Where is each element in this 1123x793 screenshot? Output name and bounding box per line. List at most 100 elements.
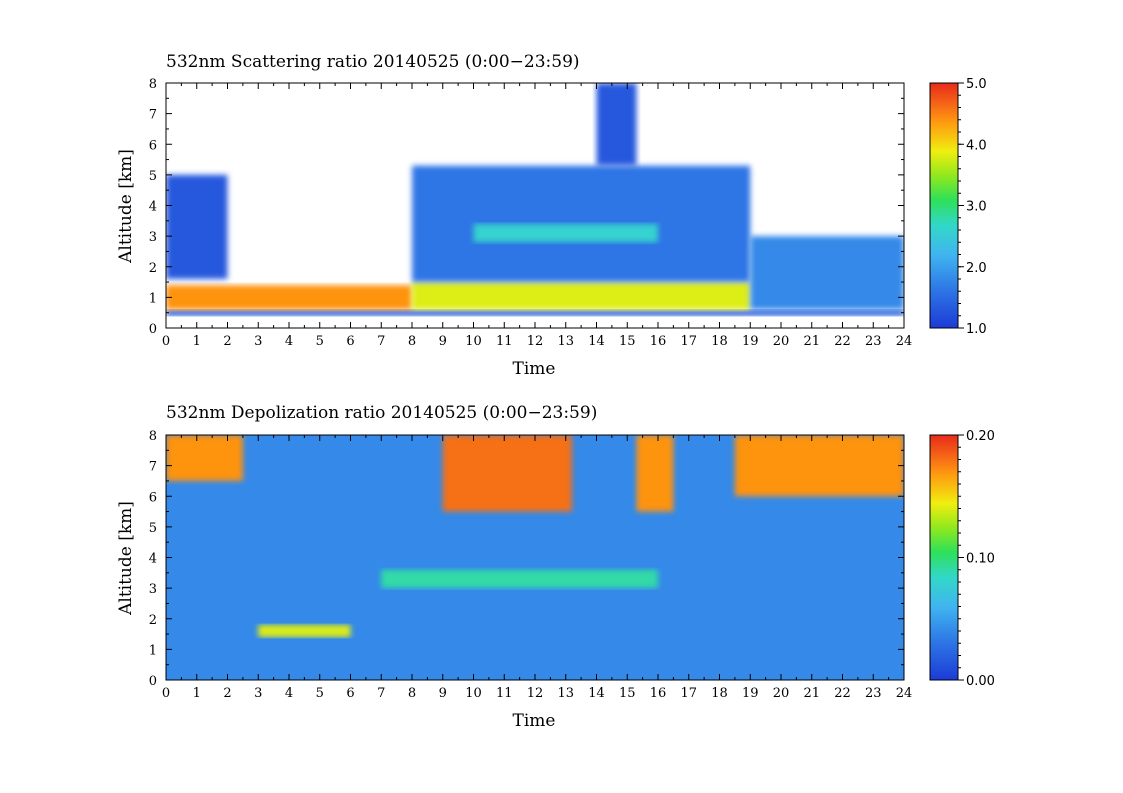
x-tick-label: 5 (316, 686, 324, 701)
x-tick-label: 18 (711, 686, 728, 701)
x-tick-label: 21 (803, 686, 820, 701)
x-tick-label: 0 (162, 334, 170, 349)
x-tick-label: 9 (439, 334, 447, 349)
heatmap-region (596, 83, 637, 166)
heatmap-region (166, 435, 243, 481)
x-tick-label: 20 (773, 334, 790, 349)
y-tick-label: 3 (149, 582, 157, 597)
x-tick-label: 1 (193, 334, 201, 349)
x-tick-label: 18 (711, 334, 728, 349)
x-tick-label: 20 (773, 686, 790, 701)
x-tick-label: 16 (650, 334, 667, 349)
y-axis-label: Altitude [km] (116, 501, 136, 616)
colorbar-tick-label: 0.10 (966, 552, 995, 567)
colorbar-ticks: 0.00 0.10 0.20 (958, 429, 995, 689)
x-tick-label: 17 (680, 686, 697, 701)
heatmap-region (412, 282, 751, 310)
x-tick-label: 21 (803, 334, 820, 349)
plot-area (166, 83, 904, 328)
y-tick-label: 4 (149, 552, 157, 567)
y-tick-label: 0 (149, 674, 157, 689)
x-tick-label: 10 (465, 334, 482, 349)
y-tick-label: 3 (149, 230, 157, 245)
y-tick-label: 1 (149, 643, 157, 658)
x-tick-label: 19 (742, 334, 759, 349)
colorbar-tick-label: 5.0 (966, 77, 987, 92)
x-tick-label: 12 (527, 334, 544, 349)
y-tick-label: 1 (149, 291, 157, 306)
x-tick-label: 19 (742, 686, 759, 701)
colorbar (929, 82, 959, 329)
x-tick-label: 10 (465, 686, 482, 701)
heatmap-region (166, 309, 904, 316)
heatmap-region (166, 285, 412, 310)
heatmap-region (734, 435, 904, 497)
heatmap-region (381, 569, 658, 589)
x-tick-label: 0 (162, 686, 170, 701)
y-tick-label: 8 (149, 429, 157, 444)
chart-title: 532nm Scattering ratio 20140525 (0:00−23… (166, 52, 580, 72)
x-tick-label: 15 (619, 334, 636, 349)
colorbar-tick-label: 4.0 (966, 138, 987, 153)
x-tick-label: 5 (316, 334, 324, 349)
x-tick-label: 2 (223, 334, 231, 349)
x-tick-label: 24 (896, 686, 913, 701)
colorbar-tick-label: 0.20 (966, 429, 995, 444)
heatmap-region (636, 435, 674, 512)
x-tick-label: 11 (496, 334, 513, 349)
x-tick-label: 3 (254, 686, 262, 701)
plot-area (166, 435, 904, 680)
x-tick-label: 15 (619, 686, 636, 701)
colorbar-tick-label: 0.00 (966, 674, 995, 689)
y-axis-label: Altitude [km] (116, 149, 136, 264)
x-tick-label: 23 (865, 686, 882, 701)
colorbar-tick-label: 3.0 (966, 200, 987, 215)
x-tick-label: 6 (346, 686, 354, 701)
x-tick-label: 4 (285, 334, 293, 349)
x-tick-label: 3 (254, 334, 262, 349)
y-tick-label: 7 (149, 108, 157, 123)
x-tick-label: 9 (439, 686, 447, 701)
colorbar-tick-label: 1.0 (966, 322, 987, 337)
colorbar-tick-label: 2.0 (966, 261, 987, 276)
heatmap-field (166, 435, 904, 680)
y-tick-label: 8 (149, 77, 157, 92)
colorbar-ticks: 1.0 2.0 3.0 4.0 5.0 (958, 77, 987, 337)
y-tick-label: 6 (149, 490, 157, 505)
x-tick-label: 22 (834, 686, 851, 701)
depolarization-ratio-panel: 532nm Depolization ratio 20140525 (0:00−… (116, 403, 995, 731)
x-tick-label: 11 (496, 686, 513, 701)
x-tick-label: 12 (527, 686, 544, 701)
axes: 0 1 2 3 4 5 6 7 8 9 10 11 12 13 14 15 16 17 18 19 20 21 22 23 24… (149, 77, 913, 349)
y-tick-label: 4 (149, 200, 157, 215)
x-tick-label: 16 (650, 686, 667, 701)
y-tick-label: 5 (149, 521, 157, 536)
x-axis-label: Time (513, 359, 556, 379)
colorbar (929, 434, 959, 681)
y-tick-label: 5 (149, 169, 157, 184)
y-tick-label: 2 (149, 613, 157, 628)
heatmap-region (442, 435, 572, 512)
x-tick-label: 14 (588, 334, 605, 349)
y-tick-label: 6 (149, 138, 157, 153)
x-tick-label: 13 (557, 686, 574, 701)
x-tick-label: 1 (193, 686, 201, 701)
x-tick-label: 8 (408, 686, 416, 701)
x-tick-label: 6 (346, 334, 354, 349)
x-tick-label: 14 (588, 686, 605, 701)
heatmap-region (750, 236, 904, 310)
y-tick-label: 0 (149, 322, 157, 337)
chart-title: 532nm Depolization ratio 20140525 (0:00−… (166, 403, 597, 423)
x-tick-label: 13 (557, 334, 574, 349)
x-tick-label: 8 (408, 334, 416, 349)
x-tick-label: 4 (285, 686, 293, 701)
heatmap-region (473, 223, 658, 243)
heatmap-region (166, 174, 228, 279)
x-tick-label: 22 (834, 334, 851, 349)
y-tick-label: 7 (149, 460, 157, 475)
axes: 0 1 2 3 4 5 6 7 8 9 10 11 12 13 14 15 16 17 18 19 20 21 22 23 24… (149, 429, 913, 701)
scattering-ratio-panel: 532nm Scattering ratio 20140525 (0:00−23… (116, 52, 987, 379)
x-tick-label: 7 (377, 334, 385, 349)
x-tick-label: 7 (377, 686, 385, 701)
